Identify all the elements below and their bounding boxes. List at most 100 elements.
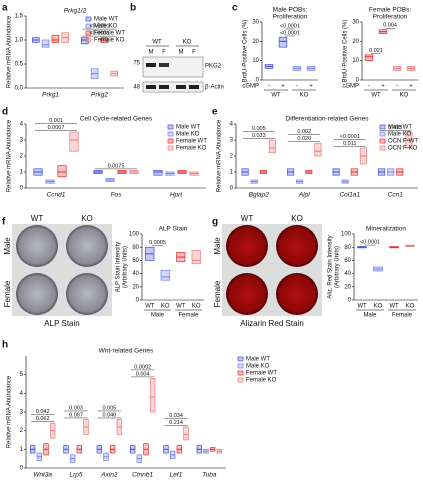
x-tick-label: Ctnnb1 (132, 472, 153, 479)
p-value: 0.034 (169, 413, 183, 419)
blot-band (159, 63, 169, 67)
column-label: KO (291, 214, 303, 223)
box (41, 39, 50, 48)
legend-swatch (85, 37, 92, 43)
p-value: 0.040 (102, 412, 116, 418)
y-axis-label: (Arbitrary Units) (335, 246, 341, 288)
row-label: Male (3, 237, 12, 255)
legend-label: Male WT (176, 125, 200, 131)
blot-band (146, 85, 156, 89)
x-tick-label: Lrp5 (69, 472, 82, 479)
legend-swatch (167, 131, 174, 137)
blot-genotype: WT (152, 40, 162, 46)
group-label: Female (392, 313, 413, 319)
x-tick-label: Ccnd1 (47, 192, 66, 199)
p-value: <0.0001 (340, 134, 360, 140)
x-tick-label: Prkg1 (42, 92, 59, 99)
y-tick-label: 4 (20, 391, 24, 397)
legend-label: Female WT (94, 31, 125, 37)
box (51, 34, 60, 43)
x-tick-label: Alpl (298, 192, 310, 199)
y-tick-label: 3 (20, 410, 24, 416)
p-value: <0.0001 (89, 24, 109, 30)
p-value: 0.020 (297, 136, 311, 142)
y-tick-label: 0.0 (15, 86, 24, 92)
legend-swatch (167, 124, 174, 130)
p-value: 0.005 (252, 126, 266, 132)
legend-swatch (85, 23, 92, 29)
y-tick-label: 0 (20, 466, 24, 472)
legend-label: Male WT (94, 17, 118, 23)
legend-label: Female WT (246, 371, 277, 377)
box (149, 378, 156, 413)
x-tick-label: Lef1 (170, 472, 183, 479)
chart-title: Prkg1/2 (64, 8, 87, 15)
y-tick-label: 20 (252, 39, 259, 45)
legend-swatch (167, 138, 174, 144)
box (153, 170, 163, 176)
well (16, 225, 58, 267)
y-tick-label: 0 (356, 78, 360, 84)
y-tick-label: 80 (132, 245, 139, 251)
x-tick-label: - (268, 84, 270, 90)
p-value: <0.0001 (280, 23, 300, 29)
y-tick-label: 30 (352, 20, 359, 26)
well (66, 273, 108, 315)
x-tick-label: + (281, 84, 285, 90)
y-tick-label: 10 (252, 58, 259, 64)
x-tick-label: WT (145, 304, 155, 310)
legend-swatch (85, 16, 92, 22)
chart-title: ALP Stain (159, 226, 188, 233)
blot-sex: F (162, 50, 166, 56)
column-label: KO (81, 214, 93, 223)
blot-marker: 75 (133, 61, 140, 67)
legend-label: Male KO (176, 132, 200, 138)
y-tick-label: 100 (129, 232, 140, 238)
blot-genotype: KO (183, 40, 192, 46)
p-value: 0.004 (383, 23, 397, 29)
blot-band (189, 85, 199, 89)
panel-label: c (232, 3, 238, 14)
y-tick-label: 20 (132, 284, 139, 290)
x-tick-label: Bglap2 (249, 192, 270, 199)
p-value: 0.021 (369, 48, 383, 54)
y-tick-label: 0 (256, 78, 260, 84)
legend-swatch (237, 370, 244, 376)
group-label: KO (300, 93, 309, 99)
p-value: <0.0001 (280, 30, 300, 36)
legend-swatch (379, 145, 386, 151)
x-tick-label: - (396, 84, 398, 90)
chart-title: Mineralization (366, 226, 406, 233)
y-tick-label: 10 (352, 58, 359, 64)
column-label: WT (241, 214, 254, 223)
box (57, 165, 67, 178)
legend-label: Female KO (94, 38, 125, 44)
y-tick-label: 1 (230, 170, 234, 176)
legend-label: Male KO (246, 364, 270, 370)
y-axis-label: Relative mRNA Abundance (7, 15, 13, 88)
blot-sex: M (149, 50, 154, 56)
p-value: 0.004 (136, 371, 150, 377)
legend-swatch (85, 30, 92, 36)
chart-title: Proliferation (373, 14, 408, 21)
y-tick-label: 0.5 (15, 62, 24, 68)
x-tick-label: WT (357, 304, 367, 310)
y-axis-label: Relative mRNA Abundance (217, 119, 223, 192)
y-tick-label: 60 (132, 258, 139, 264)
panel-label: e (212, 107, 218, 118)
y-tick-label: 40 (344, 271, 351, 277)
panel-label: f (2, 217, 6, 228)
chart-title: Wnt-related Genes (99, 348, 154, 355)
legend-swatch (379, 138, 386, 144)
row-label: Female (213, 280, 222, 307)
p-value: 0.033 (252, 133, 266, 139)
panel-label: a (2, 3, 8, 14)
well (276, 225, 318, 267)
p-value: 0.087 (69, 412, 83, 418)
y-tick-label: 0 (20, 186, 24, 192)
legend-label: OCN F-WT (388, 139, 418, 145)
alp-photos: WT KO Male Female ALP Stain (3, 214, 112, 328)
p-value: 0.003 (69, 405, 83, 411)
y-tick-label: 2 (20, 154, 24, 160)
